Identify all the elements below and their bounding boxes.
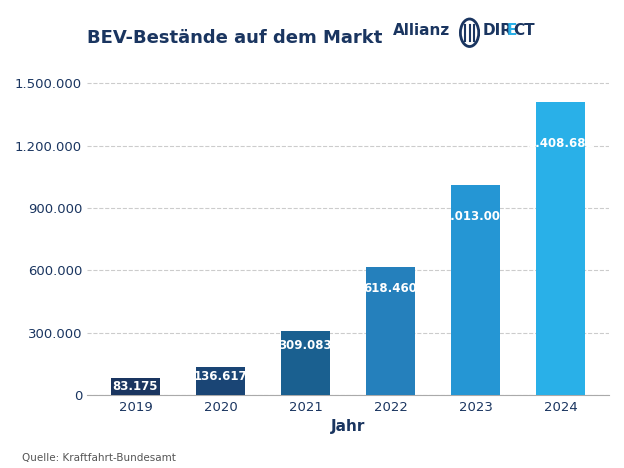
Text: Quelle: Kraftfahrt-Bundesamt: Quelle: Kraftfahrt-Bundesamt [22,453,176,463]
Text: DIR: DIR [482,23,512,38]
Bar [536,102,585,395]
X-axis label: Jahr: Jahr [331,419,365,434]
Bar [281,331,330,395]
Text: 83.175: 83.175 [112,380,158,393]
Bar [451,184,500,395]
Text: 309.083: 309.083 [279,339,333,351]
Bar [110,378,160,395]
Bar [196,367,245,395]
Text: 1.408.681: 1.408.681 [527,138,594,150]
Text: BEV-Bestände auf dem Markt: BEV-Bestände auf dem Markt [87,29,383,47]
Text: E: E [507,23,517,38]
Text: CT: CT [513,23,535,38]
Bar [366,267,415,395]
Text: 1.013.009: 1.013.009 [442,210,509,223]
Text: 618.460: 618.460 [364,282,417,295]
Text: Allianz: Allianz [393,23,451,38]
Text: 136.617: 136.617 [193,370,247,383]
